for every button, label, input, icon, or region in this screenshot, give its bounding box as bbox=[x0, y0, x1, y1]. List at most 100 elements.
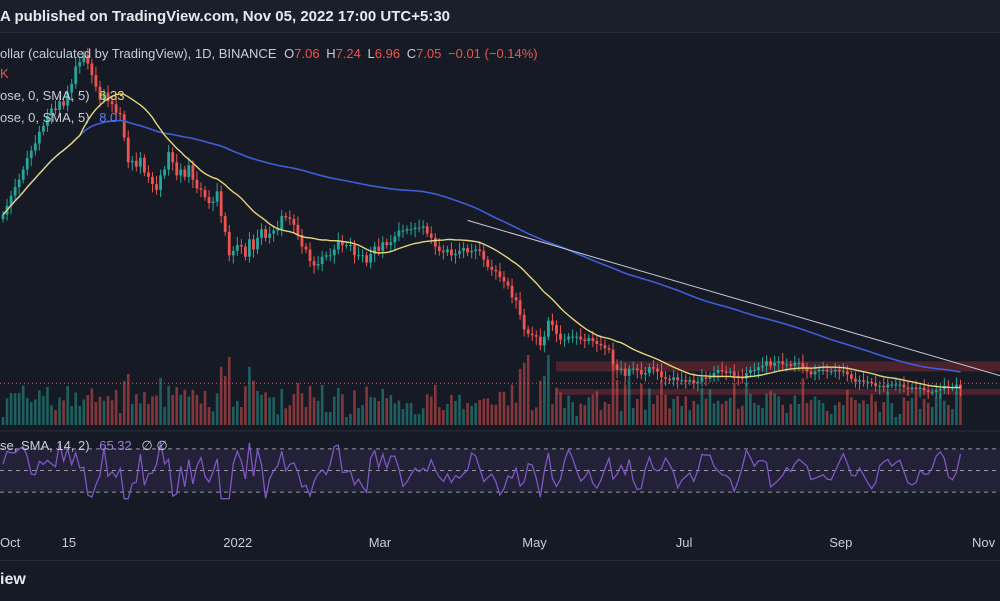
x-tick-label: 15 bbox=[61, 535, 77, 550]
volume-bar bbox=[741, 405, 744, 425]
candle-body bbox=[332, 249, 336, 256]
volume-bar bbox=[526, 355, 530, 425]
candle-body bbox=[304, 246, 308, 250]
chart-area[interactable] bbox=[0, 33, 1000, 560]
candle-body bbox=[260, 229, 263, 238]
volume-bar bbox=[458, 394, 461, 425]
candle-body bbox=[753, 370, 756, 372]
price-chart-svg[interactable] bbox=[0, 33, 1000, 560]
x-tick-label: Sep bbox=[829, 535, 853, 550]
candle-body bbox=[106, 92, 110, 102]
volume-bar bbox=[478, 399, 482, 425]
rsi-value: 65.32 bbox=[99, 438, 132, 453]
candle-body bbox=[781, 361, 785, 365]
candle-body bbox=[328, 255, 332, 257]
candle-body bbox=[345, 245, 348, 247]
candle-body bbox=[934, 390, 938, 392]
volume-bar bbox=[13, 393, 17, 425]
candle-body bbox=[98, 86, 102, 100]
trendline bbox=[467, 219, 1000, 377]
volume-bar bbox=[918, 408, 922, 425]
candle-body bbox=[603, 345, 607, 349]
candle-body bbox=[607, 348, 611, 350]
volume-bar bbox=[753, 403, 756, 425]
candle-body bbox=[510, 285, 514, 298]
volume-bar bbox=[664, 394, 667, 425]
volume-bar bbox=[126, 374, 130, 425]
candle-body bbox=[227, 232, 231, 256]
volume-bar bbox=[599, 410, 603, 425]
volume-bar bbox=[922, 398, 926, 425]
candle-body bbox=[882, 386, 886, 388]
volume-bar bbox=[934, 396, 938, 425]
candle-body bbox=[110, 101, 114, 105]
candle-body bbox=[316, 264, 320, 266]
volume-bar bbox=[858, 403, 861, 425]
volume-bar bbox=[21, 385, 25, 425]
candle-body bbox=[534, 335, 538, 337]
volume-bar bbox=[98, 396, 102, 425]
legend-o-value: 7.06 bbox=[294, 46, 320, 61]
candle-body bbox=[1, 214, 5, 219]
candle-body bbox=[187, 165, 191, 177]
sma-slow-label: ose, 0, SMA, 5) bbox=[0, 110, 90, 125]
volume-bar bbox=[25, 397, 29, 425]
candle-body bbox=[37, 131, 41, 144]
volume-bar bbox=[211, 411, 215, 425]
candle-body bbox=[54, 108, 57, 110]
candle-body bbox=[349, 245, 352, 247]
volume-bar bbox=[268, 397, 271, 425]
candle-body bbox=[244, 246, 247, 257]
volume-bar bbox=[260, 394, 263, 425]
candle-body bbox=[474, 249, 478, 251]
candle-body bbox=[78, 62, 82, 67]
candle-body bbox=[575, 336, 579, 338]
candle-body bbox=[300, 234, 304, 247]
volume-bar bbox=[926, 402, 930, 425]
candle-body bbox=[171, 152, 175, 163]
support-zone-0 bbox=[556, 361, 1000, 372]
candle-body bbox=[668, 378, 671, 381]
x-tick-label: Mar bbox=[368, 535, 392, 550]
volume-bar bbox=[640, 383, 643, 425]
candle-body bbox=[704, 377, 708, 379]
volume-bar bbox=[571, 402, 574, 425]
volume-bar bbox=[938, 393, 942, 425]
volume-bar bbox=[700, 388, 704, 425]
sma-slow-line bbox=[2, 119, 961, 373]
volume-bar bbox=[817, 399, 821, 425]
legend-rsi: se, SMA, 14, 2) 65.32 ∅ ∅ bbox=[0, 438, 168, 454]
candle-body bbox=[324, 255, 328, 257]
volume-bar bbox=[280, 389, 284, 425]
candle-body bbox=[700, 377, 704, 382]
candle-body bbox=[805, 368, 809, 372]
volume-bar bbox=[882, 402, 886, 425]
volume-bar bbox=[349, 414, 352, 425]
candle-body bbox=[421, 226, 425, 228]
candle-body bbox=[591, 338, 595, 341]
candle-body bbox=[58, 101, 61, 110]
volume-bar bbox=[385, 398, 389, 425]
volume-bar bbox=[781, 404, 785, 425]
footer-brand[interactable]: iew bbox=[0, 571, 26, 588]
candle-body bbox=[33, 143, 37, 151]
candle-body bbox=[385, 242, 389, 246]
candle-body bbox=[696, 381, 700, 384]
candle-body bbox=[450, 249, 453, 256]
volume-bar bbox=[74, 392, 78, 425]
volume-bar bbox=[914, 394, 918, 425]
volume-bar bbox=[551, 404, 554, 425]
volume-bar bbox=[29, 402, 33, 425]
x-tick-label: 2022 bbox=[223, 535, 253, 550]
candle-body bbox=[712, 372, 716, 376]
volume-bar bbox=[866, 404, 869, 425]
volume-bar bbox=[474, 402, 477, 425]
volume-bar bbox=[46, 387, 49, 425]
legend-k: K bbox=[0, 66, 9, 81]
volume-bar bbox=[110, 400, 114, 425]
volume-bar bbox=[761, 408, 764, 425]
volume-bar bbox=[147, 404, 150, 425]
candle-body bbox=[583, 339, 587, 341]
volume-bar bbox=[623, 384, 627, 425]
candle-body bbox=[518, 300, 522, 315]
